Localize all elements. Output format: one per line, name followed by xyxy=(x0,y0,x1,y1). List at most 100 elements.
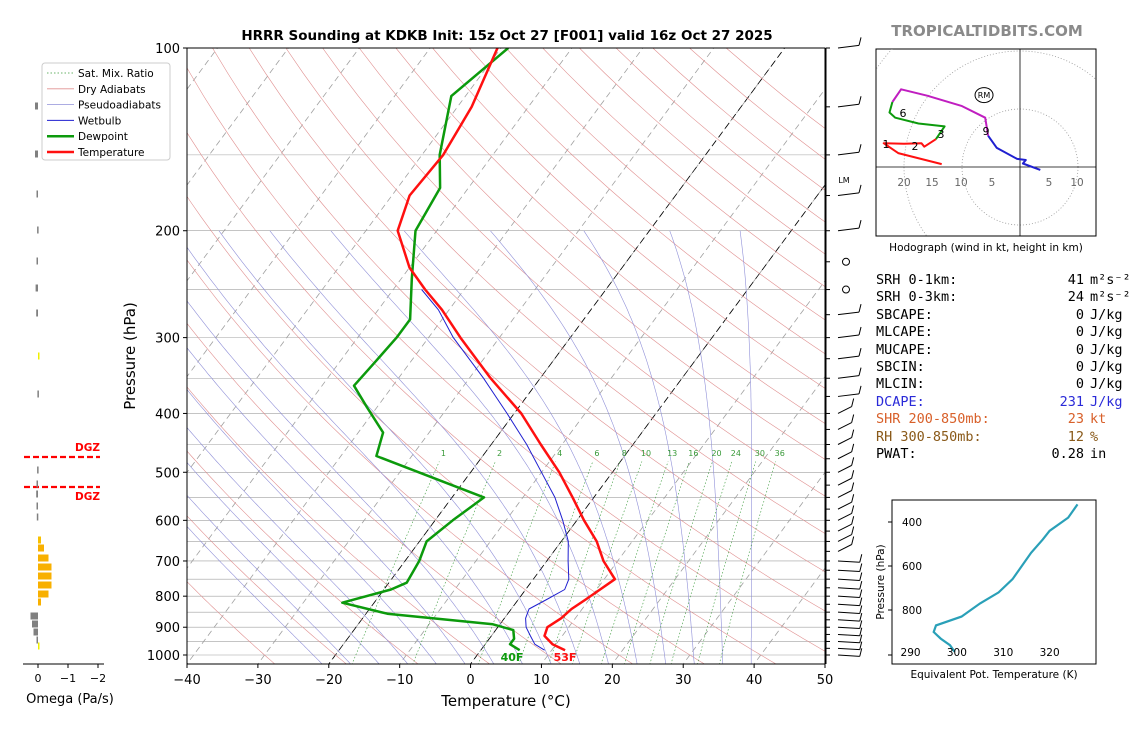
dry-adiabat xyxy=(358,48,825,460)
dry-adiabat xyxy=(187,581,276,664)
stat-row: SRH 0-1km: 41 m²s⁻² xyxy=(876,272,1131,289)
stat-row: SBCIN: 0 J/kg xyxy=(876,359,1131,376)
omega-bar xyxy=(33,628,38,636)
wind-barb-flag xyxy=(859,641,863,650)
mixing-ratio-line xyxy=(670,461,732,664)
wind-barb xyxy=(837,633,860,637)
omega-bar xyxy=(38,536,41,544)
dry-adiabat xyxy=(187,67,825,652)
calm-circle xyxy=(842,257,850,266)
hodo-trace xyxy=(987,135,1041,171)
moist-adiabat xyxy=(187,246,523,664)
stat-label: PWAT: xyxy=(876,445,917,462)
x-tick-label: 20 xyxy=(604,673,621,688)
mixing-ratio-line xyxy=(572,461,643,664)
wind-barb-flag xyxy=(858,367,862,376)
stat-label: SRH 0-3km: xyxy=(876,289,958,306)
y-tick-label: 200 xyxy=(155,225,180,240)
stat-row: SRH 0-3km: 24 m²s⁻² xyxy=(876,289,1131,306)
isotherm-key xyxy=(470,184,825,664)
stat-label: SBCIN: xyxy=(876,358,925,375)
wind-barb-flag xyxy=(859,612,863,622)
hodo-tick-label: 15 xyxy=(925,177,938,189)
sfc-temp-label: 53F xyxy=(554,651,577,664)
dgz-label: DGZ xyxy=(75,442,100,454)
wind-barb xyxy=(837,103,860,108)
moist-adiabat xyxy=(739,230,752,664)
wind-barb-flag xyxy=(851,443,855,452)
wind-barb xyxy=(837,587,860,590)
wind-barb-flag xyxy=(858,220,862,229)
hodo-height-label: 3 xyxy=(938,128,945,141)
wind-barb xyxy=(837,406,852,414)
stat-value: 0 xyxy=(1075,358,1084,375)
mixing-ratio-label: 20 xyxy=(711,449,721,458)
omega-bar xyxy=(32,620,38,628)
calm-circle xyxy=(842,285,850,294)
hodograph-area: 1 2 3 6 9 RM 20 15 10 5 5 10 xyxy=(876,49,1096,236)
stat-label: MLCAPE: xyxy=(876,324,933,341)
x-axis-label: Temperature (°C) xyxy=(440,692,570,710)
hodo-height-label: 6 xyxy=(900,107,907,120)
wind-barb xyxy=(837,560,860,563)
wind-barb-flag xyxy=(851,470,855,479)
hodograph-frame xyxy=(875,48,1097,237)
moist-adiabat xyxy=(187,462,380,664)
wind-barb-flag xyxy=(858,37,862,46)
wind-barb xyxy=(837,451,852,460)
dry-adiabat xyxy=(212,48,825,612)
mixing-ratio-line xyxy=(518,461,594,664)
moist-adiabat xyxy=(669,230,724,664)
wind-barb-flag xyxy=(851,536,855,545)
wind-barb-flag xyxy=(859,589,863,598)
wind-barb-flag xyxy=(851,429,855,438)
theta-e-ytick-label: 600 xyxy=(902,561,922,573)
mixing-ratio-label: 16 xyxy=(688,449,698,458)
stat-row: MLCAPE: 0 J/kg xyxy=(876,324,1131,341)
y-tick-label: 300 xyxy=(155,332,180,347)
hodo-height-label: 2 xyxy=(912,140,919,153)
theta-e-xtick-label: 320 xyxy=(1040,647,1060,659)
dry-adiabat xyxy=(187,259,634,664)
isotherm-key xyxy=(328,48,785,664)
watermark: TROPICALTIDBITS.COM xyxy=(891,22,1083,40)
stat-row: SBCAPE: 0 J/kg xyxy=(876,307,1131,324)
wind-barb xyxy=(837,464,852,473)
mixing-ratio-line xyxy=(600,461,669,664)
hodograph-chart: 1 2 3 6 9 RM 20 15 10 5 5 10 Hodograph (wind in kt, … xyxy=(875,48,1097,254)
dry-adiabat xyxy=(187,386,491,664)
wind-barb xyxy=(837,654,860,657)
stat-row: PWAT: 0.28 in xyxy=(876,446,1131,463)
wind-barb xyxy=(837,477,852,486)
x-tick-label: 0 xyxy=(466,673,474,688)
omega-bar xyxy=(30,612,38,620)
omega-bar xyxy=(37,226,39,234)
hodo-tick-label: 10 xyxy=(1070,177,1083,189)
legend-label: Pseudoadiabats xyxy=(78,100,161,112)
legend-label: Dry Adiabats xyxy=(78,84,146,96)
moist-adiabat xyxy=(583,230,695,664)
wind-barb xyxy=(837,603,860,607)
stat-value: 0 xyxy=(1075,306,1084,323)
legend-label: Temperature xyxy=(77,147,145,159)
omega-tick-label: −2 xyxy=(90,672,106,685)
omega-bar xyxy=(38,352,40,360)
stat-unit: J/kg xyxy=(1090,358,1123,375)
lm-label: LM xyxy=(838,176,849,185)
isotherm xyxy=(187,48,502,474)
dewpoint-line xyxy=(341,48,521,652)
omega-bar xyxy=(36,513,39,521)
stat-unit: in xyxy=(1090,445,1107,462)
wind-barb-flag xyxy=(851,505,855,514)
y-tick-label: 600 xyxy=(155,514,180,529)
y-tick-label: 900 xyxy=(155,621,180,636)
wind-barb xyxy=(837,501,852,510)
wind-barb-flag xyxy=(851,526,855,535)
isotherm xyxy=(187,48,289,186)
wind-barb xyxy=(837,490,852,498)
x-tick-label: 40 xyxy=(746,673,763,688)
y-tick-label: 700 xyxy=(155,555,180,570)
x-tick-label: 30 xyxy=(675,673,692,688)
omega-bar xyxy=(38,598,41,606)
